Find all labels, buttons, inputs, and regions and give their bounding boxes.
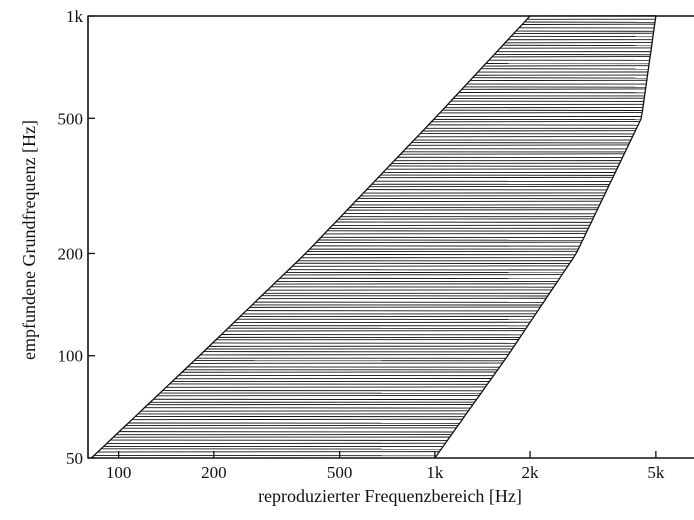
x-tick-label: 100 — [106, 463, 132, 482]
y-axis: 50 100 200 500 1k — [58, 7, 95, 468]
lower-boundary-line — [90, 15, 531, 459]
y-tick-label: 100 — [58, 347, 84, 366]
x-tick-label: 1k — [426, 463, 444, 482]
x-tick-label: 5k — [647, 463, 665, 482]
upper-boundary-line — [434, 15, 657, 459]
x-tick-label: 200 — [201, 463, 227, 482]
region-outline — [90, 15, 657, 459]
plot-frame — [87, 15, 694, 459]
y-tick-label: 500 — [58, 109, 84, 128]
hatch-fill — [91, 15, 656, 459]
y-tick-label: 50 — [66, 449, 83, 468]
y-tick-label: 200 — [58, 244, 84, 263]
x-axis: 100 200 500 1k 2k 5k — [106, 451, 665, 482]
y-tick-label: 1k — [66, 7, 84, 26]
axis-frame — [87, 15, 694, 459]
x-axis-title: reproduzierter Frequenzbereich [Hz] — [258, 486, 522, 506]
x-tick-label: 500 — [327, 463, 353, 482]
x-tick-label: 2k — [522, 463, 540, 482]
y-axis-title: empfundene Grundfrequenz [Hz] — [19, 120, 39, 360]
